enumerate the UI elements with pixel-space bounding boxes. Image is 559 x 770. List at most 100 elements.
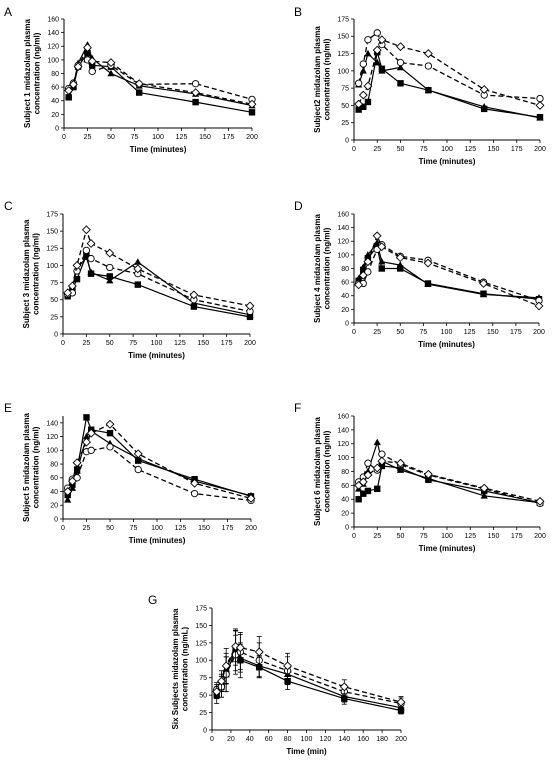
- y-tick-label: 20: [341, 511, 349, 518]
- x-tick-label: 150: [197, 340, 209, 347]
- y-tick-label: 60: [51, 85, 59, 92]
- panel-e-y-axis-title: Subject 5 midazolam plasmaconcentration …: [22, 412, 41, 521]
- data-point: [372, 45, 382, 55]
- y-axis-title-line: concentration (ng/ml): [32, 426, 41, 508]
- x-tick-label: 125: [176, 134, 188, 141]
- data-point: [190, 303, 198, 310]
- data-point: [134, 79, 144, 89]
- series-filled-triangle: [213, 629, 405, 712]
- panel-e-letter: E: [4, 401, 12, 415]
- data-point: [423, 258, 433, 268]
- y-tick-label: 75: [50, 280, 58, 287]
- series-open-diamond: [63, 225, 255, 311]
- data-point: [536, 114, 544, 121]
- series-filled-square: [355, 48, 544, 121]
- data-point: [221, 661, 231, 671]
- data-point: [81, 225, 91, 235]
- y-tick-label: 100: [47, 57, 59, 64]
- data-point: [87, 254, 95, 263]
- data-point: [87, 56, 97, 66]
- data-point: [378, 462, 386, 470]
- y-tick-label: 150: [195, 623, 207, 630]
- chart-panel-g: G 0 25 50 75 100 125 150 175 0 20 40 60 80 100 120 140 16…: [148, 593, 407, 756]
- data-point: [397, 80, 404, 87]
- x-tick-label: 120: [320, 736, 332, 743]
- x-tick-label: 75: [420, 533, 428, 540]
- y-tick-label: 20: [51, 112, 59, 119]
- series-line: [67, 253, 251, 318]
- data-point: [479, 85, 489, 94]
- data-point: [359, 60, 367, 68]
- x-tick-label: 0: [61, 525, 65, 532]
- data-point: [396, 261, 404, 268]
- x-tick-label: 25: [82, 340, 90, 347]
- data-point: [355, 274, 363, 282]
- y-tick-label: 40: [50, 489, 58, 496]
- series-filled-square: [355, 243, 543, 303]
- series-open-circle: [354, 241, 543, 305]
- y-tick-label: 75: [341, 86, 349, 93]
- x-tick-label: 200: [534, 146, 546, 153]
- y-tick-label: 175: [337, 16, 349, 23]
- y-axis-title-line: Six Subjects midazolam plasma: [171, 608, 180, 729]
- y-tick-label: 60: [341, 483, 349, 490]
- y-axis-title-line: concentration (ng/ml): [33, 32, 42, 114]
- x-tick-label: 200: [245, 525, 257, 532]
- data-point: [424, 280, 432, 287]
- y-tick-label: 20: [341, 307, 349, 314]
- panel-g-y-axis-title: Six Subjects midazolam plasmaconcentrati…: [171, 608, 190, 729]
- data-point: [83, 43, 92, 53]
- x-tick-label: 200: [246, 134, 258, 141]
- data-point: [364, 49, 372, 57]
- y-tick-label: 160: [337, 211, 349, 218]
- panel-f-letter: F: [294, 401, 301, 415]
- x-tick-label: 100: [301, 736, 313, 743]
- y-tick-label: 0: [203, 727, 207, 734]
- y-tick-label: 140: [46, 420, 58, 427]
- data-point: [378, 67, 386, 74]
- y-tick-label: 60: [341, 280, 349, 287]
- x-tick-label: 160: [357, 736, 369, 743]
- x-tick-label: 75: [129, 340, 137, 347]
- data-point: [536, 94, 544, 103]
- panel-d-letter: D: [294, 199, 303, 213]
- y-tick-label: 40: [341, 497, 349, 504]
- y-tick-label: 0: [345, 524, 349, 531]
- data-point: [377, 456, 387, 466]
- series-line: [358, 52, 541, 119]
- data-point: [424, 86, 432, 94]
- x-tick-label: 0: [210, 736, 214, 743]
- data-point: [68, 79, 78, 89]
- panel-f-axes: [353, 416, 540, 528]
- y-tick-label: 75: [199, 675, 207, 682]
- y-tick-label: 120: [46, 434, 58, 441]
- y-axis-title-line: concentration (ng/ml): [323, 430, 332, 512]
- panel-b-y-axis-title: Subject2 midazolam plasmaconcentration (…: [313, 26, 332, 133]
- series-open-circle: [64, 246, 254, 316]
- data-point: [106, 58, 116, 68]
- y-tick-label: 80: [341, 469, 349, 476]
- data-point: [82, 437, 91, 447]
- data-point: [64, 86, 74, 95]
- x-tick-label: 125: [175, 525, 187, 532]
- data-point: [363, 470, 373, 480]
- y-axis-title-line: Subject2 midazolam plasma: [313, 26, 322, 133]
- data-point: [364, 487, 372, 495]
- x-tick-label: 100: [441, 533, 453, 540]
- x-tick-label: 180: [376, 736, 388, 743]
- data-point: [535, 100, 545, 110]
- data-point: [67, 281, 77, 291]
- data-point: [358, 90, 368, 100]
- data-point: [396, 42, 405, 52]
- series-line: [67, 423, 252, 500]
- data-point: [360, 103, 367, 111]
- data-point: [354, 79, 363, 87]
- y-tick-label: 120: [337, 239, 349, 246]
- series-line: [67, 248, 251, 313]
- data-point: [354, 280, 364, 290]
- panel-d-x-axis-title: Time (minutes): [418, 340, 475, 349]
- y-tick-label: 100: [46, 448, 58, 455]
- data-point: [479, 483, 489, 493]
- x-tick-label: 200: [533, 329, 545, 336]
- chart-panel-b: B 0 25 50 75 100 125 150 175 0 25 50 75 100 125 150 175 2…: [294, 5, 546, 166]
